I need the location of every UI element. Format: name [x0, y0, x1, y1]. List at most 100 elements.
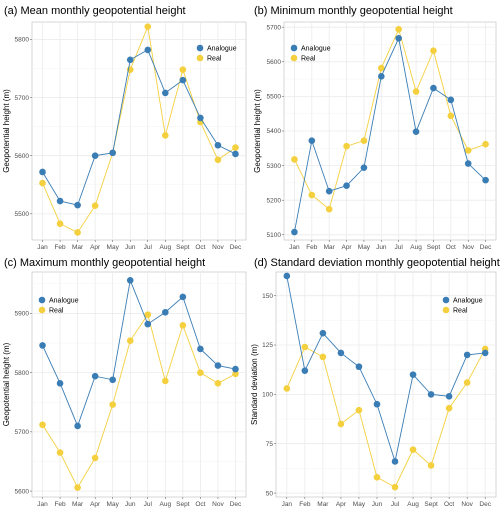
x-tick-label: Nov [212, 244, 224, 251]
data-point-real [126, 337, 134, 344]
data-point-real [232, 144, 239, 151]
x-tick-label: Jan [37, 244, 48, 251]
legend-marker-real [38, 306, 46, 314]
data-point-analogue [179, 76, 187, 84]
x-tick-label: Jan [37, 501, 48, 508]
data-point-analogue [301, 367, 309, 374]
data-point-real [56, 449, 64, 456]
data-point-analogue [319, 329, 327, 337]
data-point-real [162, 132, 169, 139]
legend-marker-analogue [38, 296, 46, 304]
data-point-real [56, 220, 64, 228]
data-point-real [214, 156, 222, 164]
chart-title: (d) Standard deviation monthly geopotent… [254, 257, 500, 269]
data-point-real [360, 137, 368, 144]
data-point-analogue [445, 393, 453, 400]
data-point-real [109, 401, 116, 408]
y-tick-label: 5100 [267, 232, 282, 239]
data-point-analogue [337, 349, 345, 357]
data-point-real [319, 353, 327, 361]
data-point-real [144, 23, 152, 30]
data-point-analogue [378, 73, 385, 80]
data-point-analogue [56, 380, 64, 387]
data-point-analogue [409, 371, 417, 378]
data-point-real [378, 64, 385, 72]
data-point-real [39, 179, 46, 187]
legend-marker-analogue [442, 296, 450, 304]
data-point-analogue [197, 345, 204, 353]
data-point-analogue [109, 376, 116, 384]
x-tick-label: Jun [376, 244, 387, 251]
y-tick-label: 5500 [15, 211, 30, 218]
x-tick-label: Apr [90, 501, 101, 508]
x-tick-label: Feb [54, 244, 66, 251]
series-line-real [286, 346, 486, 488]
y-tick-label: 125 [262, 342, 273, 349]
data-point-analogue [291, 228, 298, 236]
data-point-real [179, 66, 187, 73]
x-tick-label: Feb [306, 244, 318, 251]
data-point-analogue [179, 293, 187, 301]
data-point-real [39, 421, 46, 429]
data-point-real [291, 156, 298, 163]
data-point-real [445, 404, 453, 412]
y-axis-label: Geopotential height (m) [2, 342, 11, 426]
y-tick-label: 5700 [15, 429, 30, 436]
y-tick-label: 5800 [15, 370, 30, 377]
legend-marker-analogue [196, 44, 204, 52]
data-point-real [343, 142, 350, 150]
data-point-analogue [144, 320, 152, 328]
data-point-analogue [343, 182, 350, 189]
x-tick-label: Aug [407, 501, 419, 508]
x-tick-label: Nov [462, 244, 474, 251]
chart-panel-3: 5600 5700 5800 5900 Jan Feb Mar Apr May Jun Jul Aug… [2, 257, 247, 508]
x-tick-label: Feb [299, 501, 311, 508]
legend-marker-real [442, 306, 450, 314]
chart-title: (c) Maximum monthly geopotential height [4, 257, 205, 269]
legend-label: Analogue [453, 298, 483, 305]
data-point-real [430, 47, 437, 55]
data-point-real [214, 380, 222, 387]
data-point-real [409, 446, 417, 453]
data-point-analogue [197, 114, 204, 122]
data-point-analogue [214, 362, 222, 369]
data-point-analogue [412, 128, 420, 135]
data-point-analogue [283, 272, 291, 280]
y-tick-label: 5200 [267, 197, 282, 204]
x-tick-label: Jan [282, 501, 293, 508]
data-point-analogue [325, 187, 333, 195]
y-tick-label: 5500 [267, 94, 282, 101]
x-tick-label: May [353, 501, 366, 508]
data-point-real [162, 377, 169, 385]
data-point-real [325, 205, 333, 213]
x-tick-label: Apr [336, 501, 347, 508]
x-tick-label: Apr [341, 244, 352, 251]
chart-panel-4: 50 75 100 125 150 Jan Feb Mar Apr May Jun Jul Aug Sep… [250, 257, 500, 508]
data-point-real [373, 473, 381, 481]
plot-frame [275, 271, 497, 498]
data-point-real [463, 379, 471, 386]
chart-title: (b) Minimum monthly geopotential height [254, 5, 453, 17]
data-point-real [301, 343, 309, 351]
x-tick-label: Nov [461, 501, 473, 508]
data-point-analogue [109, 149, 116, 157]
y-axis-label: Geopotential height (m) [2, 89, 11, 173]
data-point-real [447, 112, 455, 120]
x-tick-label: Mar [317, 501, 329, 508]
x-tick-label: Apr [90, 244, 101, 251]
data-point-real [412, 88, 420, 95]
legend-label: Analogue [301, 46, 331, 53]
x-tick-label: Mar [72, 244, 84, 251]
y-tick-label: 5900 [15, 311, 30, 318]
chart-panel-2: 5100 5200 5300 5400 5500 5600 5700 Jan Feb Mar Apr… [253, 5, 497, 251]
legend-marker-real [290, 54, 298, 62]
data-point-real [91, 454, 99, 462]
x-tick-label: Jun [372, 501, 383, 508]
legend-label: Real [301, 56, 316, 63]
y-tick-label: 5600 [267, 59, 282, 66]
x-tick-label: Sept [176, 244, 190, 251]
data-point-analogue [56, 197, 64, 205]
plot-frame [31, 21, 247, 241]
data-point-analogue [427, 391, 435, 398]
